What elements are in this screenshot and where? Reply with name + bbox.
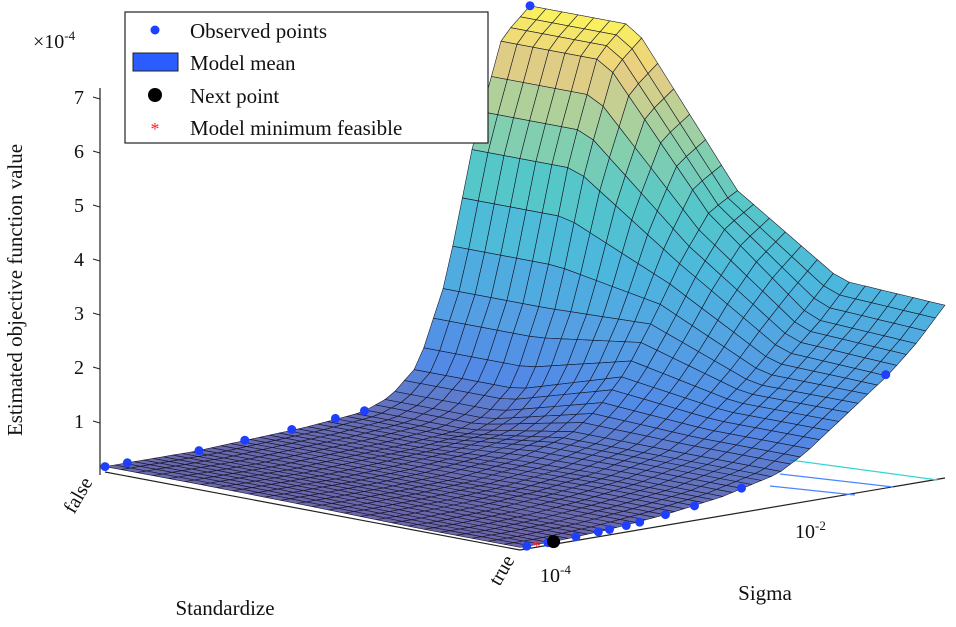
y-tick-1e-2: 10-2 [795, 518, 826, 543]
observed-point [100, 462, 110, 472]
observed-points: * [100, 1, 891, 555]
floor-line [769, 485, 856, 496]
legend-next-point-label: Next point [190, 84, 279, 108]
legend-min-feasible-marker: * [151, 119, 160, 139]
observed-point [122, 458, 132, 468]
legend-model-mean-label: Model mean [190, 51, 296, 75]
observed-point [359, 406, 369, 416]
observed-point [522, 541, 532, 551]
observed-point [525, 1, 535, 11]
observed-point [621, 521, 631, 531]
model-minimum-feasible-marker: * [533, 538, 541, 555]
z-tick-label: 6 [74, 141, 84, 163]
z-tick-label: 1 [74, 411, 84, 433]
z-multiplier: ×10-4 [33, 28, 76, 53]
z-tick-label: 2 [74, 357, 84, 379]
observed-point [240, 435, 250, 445]
legend-min-feasible-label: Model minimum feasible [190, 116, 402, 140]
observed-point [604, 524, 614, 534]
z-tick-label: 3 [74, 303, 84, 325]
z-tick-mark [92, 312, 101, 316]
legend-next-point-marker [148, 88, 162, 102]
sigma-axis-line [519, 477, 946, 551]
y-tick-1e-4: 10-4 [540, 562, 571, 587]
z-tick-mark [92, 96, 101, 100]
legend-model-mean-marker [132, 52, 179, 72]
observed-point [330, 413, 340, 423]
x-tick-true: true [485, 551, 520, 589]
z-tick-label: 7 [74, 87, 84, 109]
next-point-marker [547, 535, 561, 549]
z-tick-mark [92, 366, 101, 370]
z-tick-label: 5 [74, 195, 84, 217]
z-tick-mark [92, 204, 101, 208]
floor-line [789, 459, 939, 481]
x-axis-label: Standardize [175, 596, 274, 620]
z-ticks: 1 2 3 4 5 6 7 [74, 87, 101, 433]
z-tick-mark [92, 420, 101, 424]
z-axis-label: Estimated objective function value [3, 144, 27, 436]
floor-contour-lines [769, 459, 939, 496]
observed-point [736, 483, 746, 493]
observed-point [635, 517, 645, 527]
observed-point [593, 527, 603, 537]
observed-point [881, 370, 891, 380]
y-axis-label: Sigma [738, 581, 792, 605]
z-tick-mark [92, 258, 101, 262]
model-mean-surface [104, 5, 946, 548]
observed-point [660, 510, 670, 520]
observed-point [571, 532, 581, 542]
x-tick-false: false [59, 473, 97, 517]
observed-point [287, 425, 297, 435]
legend-box [124, 11, 489, 144]
observed-point [194, 446, 204, 456]
legend: Observed points Model mean Next point * … [124, 11, 489, 144]
standardize-axis-line [104, 471, 521, 551]
observed-point [689, 501, 699, 511]
z-tick-label: 4 [74, 249, 84, 271]
legend-observed-label: Observed points [190, 19, 327, 43]
legend-observed-marker [150, 25, 160, 35]
floor-line [779, 473, 894, 488]
z-tick-mark [92, 150, 101, 154]
